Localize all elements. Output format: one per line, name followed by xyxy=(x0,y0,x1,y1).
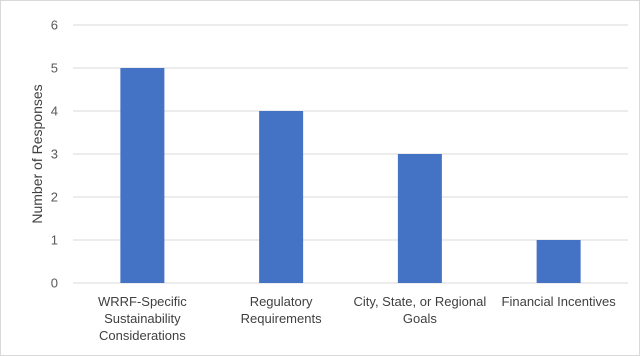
x-category-label: Financial Incentives xyxy=(502,294,617,309)
x-category-labels: WRRF-Specific Sustainability Consideration… xyxy=(98,294,616,343)
gridlines xyxy=(73,24,628,284)
y-axis-title: Number of Responses xyxy=(29,84,45,223)
y-tick-labels: 0 1 2 3 4 5 6 xyxy=(51,18,58,291)
y-tick-label: 4 xyxy=(51,104,58,119)
bar-2 xyxy=(259,111,304,283)
y-tick-label: 1 xyxy=(51,233,58,248)
y-tick-label: 6 xyxy=(51,18,58,33)
bar-4 xyxy=(536,240,581,283)
x-category-label: City, State, or Regional Goals xyxy=(354,294,487,326)
bars xyxy=(120,68,581,283)
bar-3 xyxy=(397,154,442,283)
y-tick-label: 0 xyxy=(51,276,58,291)
x-category-label: Regulatory Requirements xyxy=(241,294,322,326)
bar-1 xyxy=(120,68,165,283)
y-tick-label: 2 xyxy=(51,190,58,205)
y-tick-label: 3 xyxy=(51,147,58,162)
x-category-label: WRRF-Specific Sustainability Consideration… xyxy=(98,294,187,343)
y-tick-label: 5 xyxy=(51,61,58,76)
